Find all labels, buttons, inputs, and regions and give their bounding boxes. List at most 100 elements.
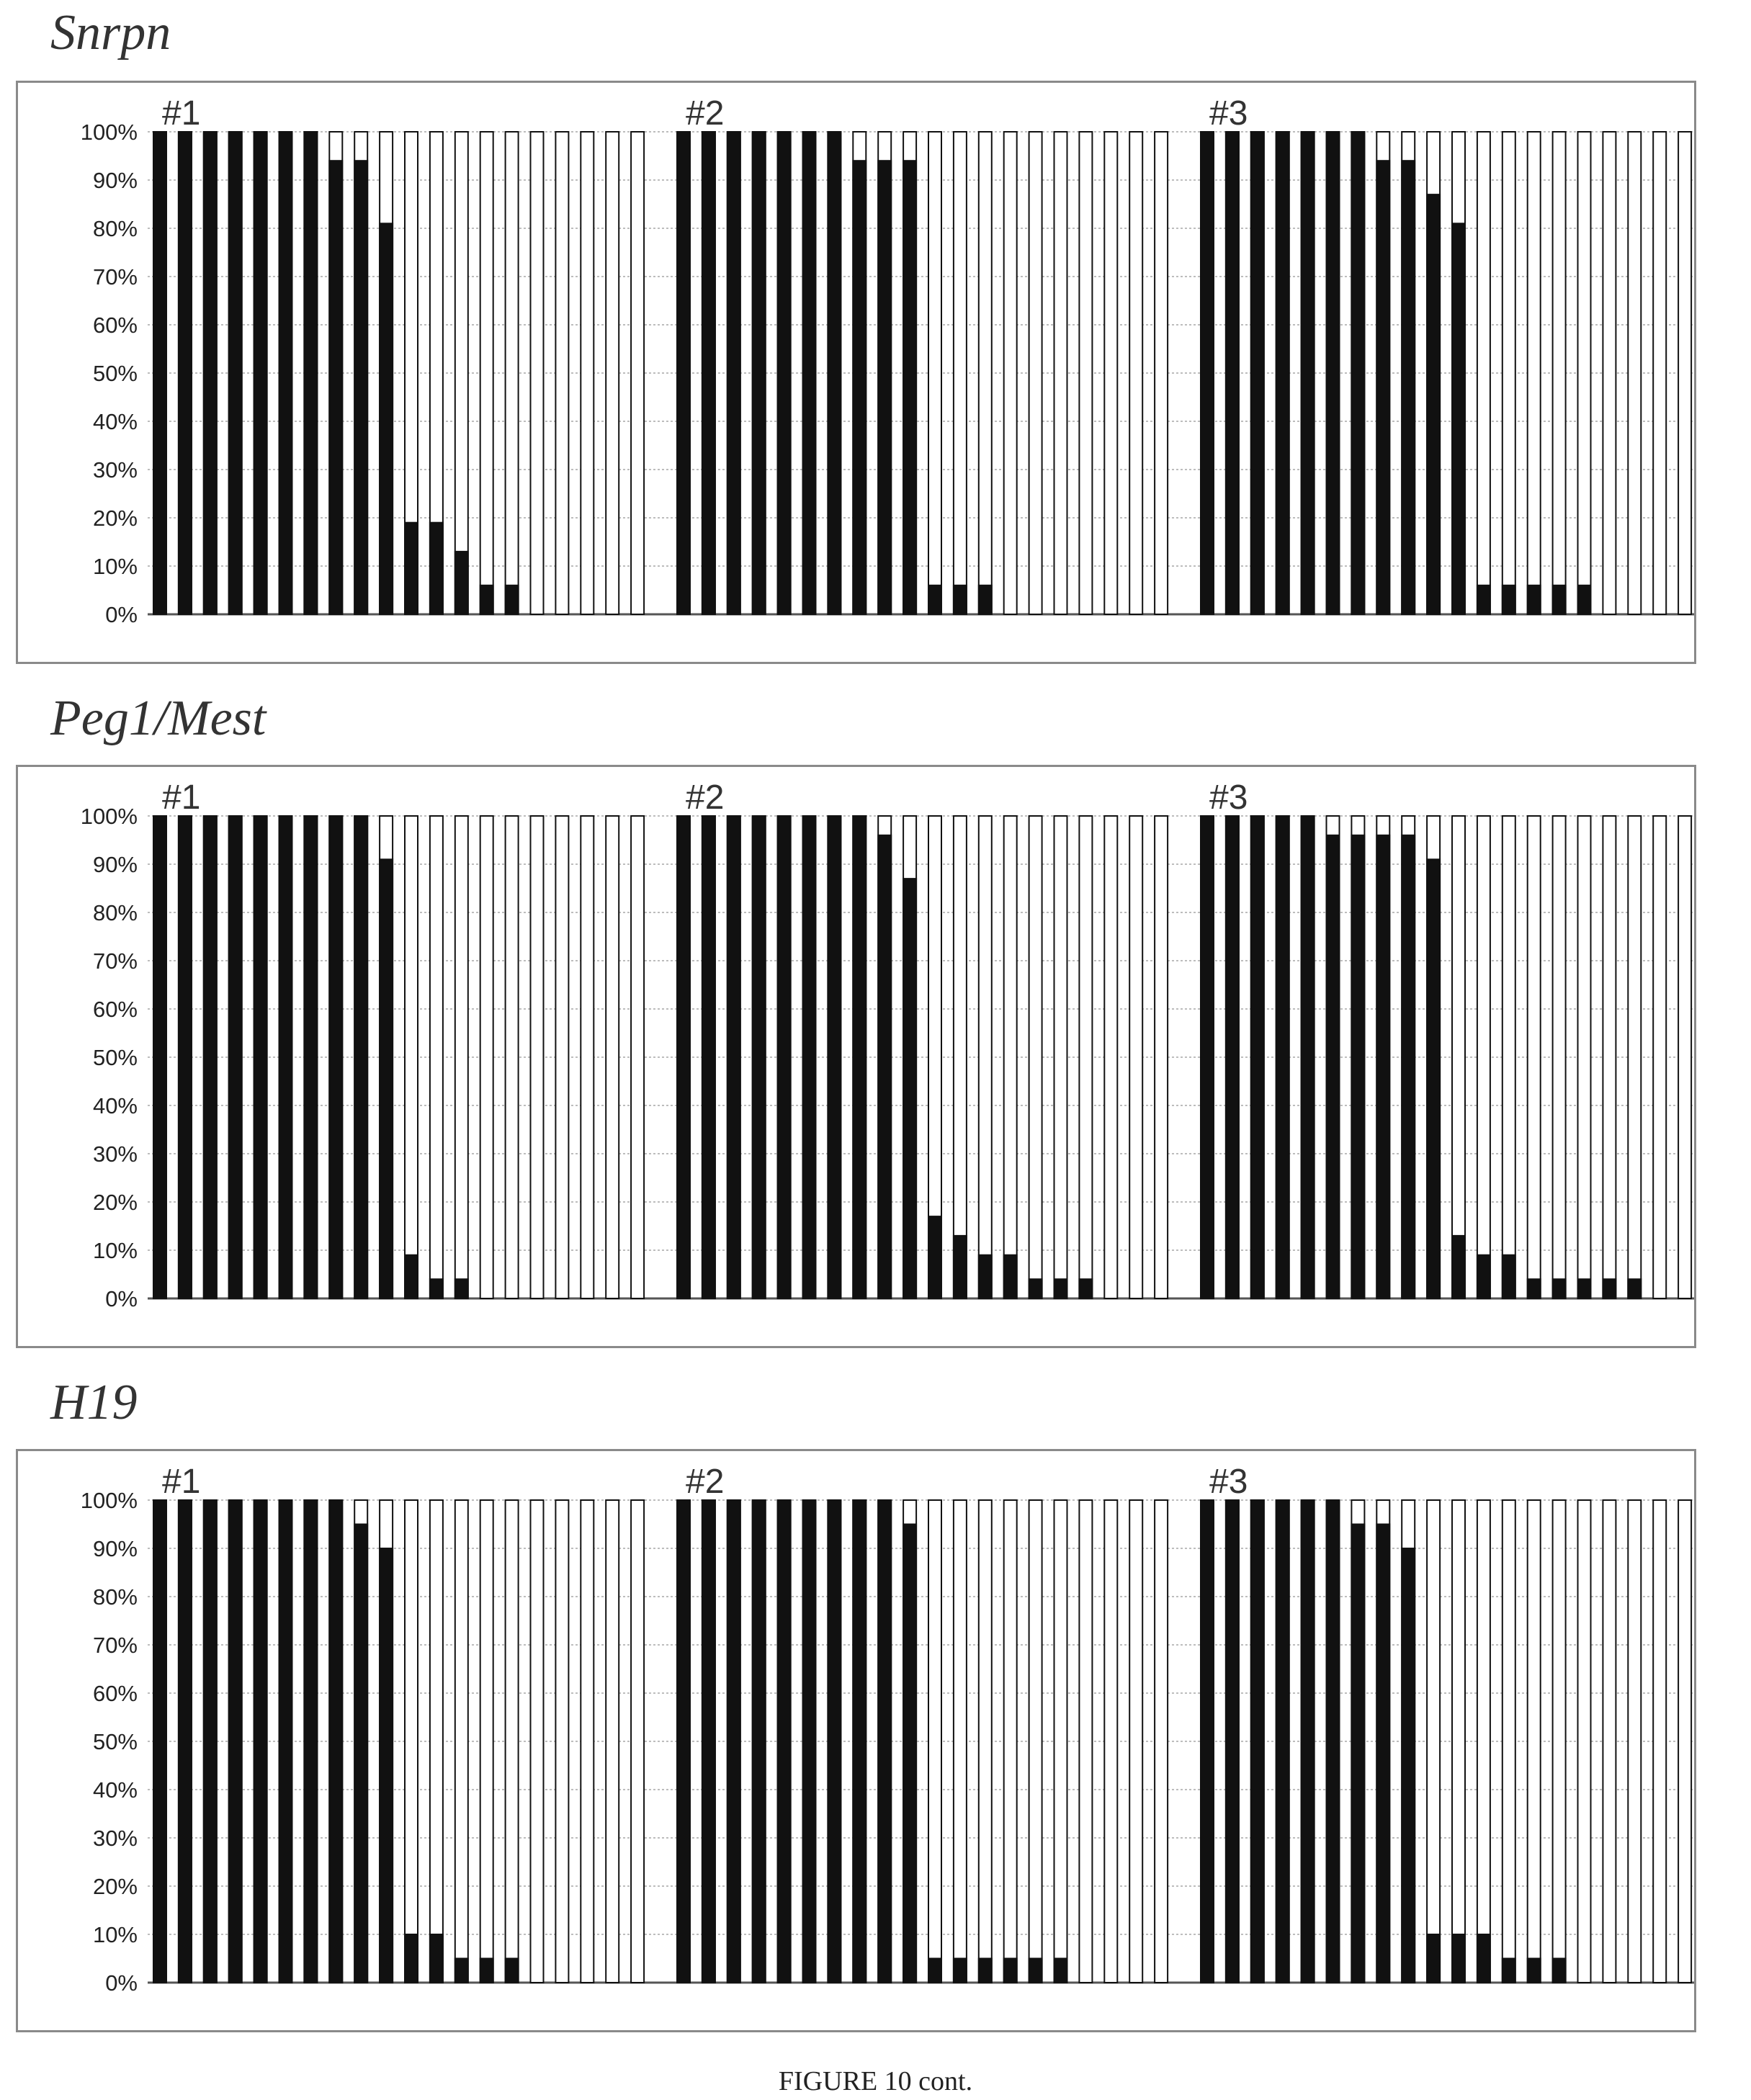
bar-unmethylated	[977, 131, 993, 615]
bar-methylated	[354, 1523, 369, 1983]
bar-methylated	[278, 815, 293, 1299]
bar-methylated	[328, 160, 344, 615]
bar-methylated	[701, 131, 716, 615]
bar-unmethylated	[479, 131, 494, 615]
y-tick-label: 50%	[93, 1729, 138, 1754]
bar-unmethylated	[1678, 1499, 1693, 1983]
bar-unmethylated	[1154, 815, 1169, 1299]
bar-unmethylated	[605, 131, 620, 615]
y-tick-label: 20%	[93, 1874, 138, 1899]
bar-methylated	[1275, 131, 1290, 615]
bar-unmethylated	[504, 815, 519, 1299]
y-tick-label: 60%	[93, 997, 138, 1022]
group-label: #3	[1209, 778, 1248, 817]
bar-unmethylated	[977, 815, 993, 1299]
y-tick-label: 20%	[93, 1190, 138, 1215]
bar-unmethylated	[1577, 1499, 1592, 1983]
y-tick-label: 30%	[93, 1826, 138, 1851]
bar-methylated	[1451, 1234, 1466, 1300]
bar-unmethylated	[630, 815, 645, 1299]
bar-unmethylated	[555, 131, 570, 615]
bar-methylated	[177, 1499, 192, 1983]
y-tick-label: 60%	[93, 313, 138, 338]
bar-methylated	[303, 815, 318, 1299]
y-tick-label: 40%	[93, 409, 138, 434]
bar-methylated	[701, 1499, 716, 1983]
bar-methylated	[1351, 834, 1366, 1300]
bar-unmethylated	[504, 1499, 519, 1983]
bar-methylated	[328, 1499, 344, 1983]
bar-methylated	[726, 1499, 741, 1983]
y-tick-label: 70%	[93, 264, 138, 290]
bar-methylated	[1451, 223, 1466, 616]
bar-methylated	[903, 878, 918, 1300]
bar-chart-peg1-mest: 0% 10% 20% 30% 40% 50% 60% 70% 80% 90% 100% #1 #2 #3	[81, 778, 1694, 1311]
bar-methylated	[1200, 131, 1214, 615]
bar-methylated	[379, 223, 394, 616]
bar-unmethylated	[454, 1499, 469, 1983]
panel-title-h19: H19	[50, 1375, 138, 1430]
group-label: #2	[686, 778, 724, 817]
bar-unmethylated	[1577, 815, 1592, 1299]
bar-unmethylated	[1053, 131, 1068, 615]
y-tick-label: 70%	[93, 1633, 138, 1658]
bar-methylated	[379, 858, 394, 1300]
y-tick-label: 80%	[93, 900, 138, 925]
group-label: #3	[1209, 94, 1248, 133]
bar-methylated	[802, 815, 817, 1299]
y-tick-label: 20%	[93, 506, 138, 531]
bar-unmethylated	[454, 815, 469, 1299]
y-tick-label: 90%	[93, 168, 138, 193]
bar-unmethylated	[1003, 131, 1018, 615]
bar-unmethylated	[1526, 1499, 1541, 1983]
bar-unmethylated	[1551, 1499, 1567, 1983]
bar-methylated	[228, 1499, 243, 1983]
bar-methylated	[827, 131, 842, 615]
y-tick-label: 10%	[93, 554, 138, 579]
bar-chart-snrpn: 0% 10% 20% 30% 40% 50% 60% 70% 80% 90% 100% #1 #2 #3	[81, 94, 1694, 627]
panel-title-snrpn: Snrpn	[50, 5, 171, 60]
bar-methylated	[676, 131, 691, 615]
bar-methylated	[404, 1254, 418, 1300]
bar-methylated	[977, 1254, 993, 1300]
bar-methylated	[1250, 1499, 1265, 1983]
bar-methylated	[454, 1278, 469, 1300]
bar-methylated	[877, 834, 892, 1300]
bar-methylated	[404, 1934, 418, 1983]
y-tick-label: 0%	[105, 602, 138, 627]
bar-unmethylated	[928, 131, 942, 615]
y-tick-label: 80%	[93, 1584, 138, 1610]
bar-methylated	[1250, 815, 1265, 1299]
bar-methylated	[1200, 1499, 1214, 1983]
bar-unmethylated	[1451, 1499, 1466, 1983]
bar-methylated	[504, 584, 519, 615]
bar-methylated	[1501, 584, 1516, 615]
bar-unmethylated	[1602, 131, 1617, 615]
bar-unmethylated	[529, 815, 545, 1299]
bar-methylated	[877, 1499, 892, 1983]
bar-unmethylated	[555, 815, 570, 1299]
panel-title-peg1-mest: Peg1/Mest	[50, 691, 267, 746]
y-tick-label: 100%	[81, 120, 138, 145]
bar-unmethylated	[1154, 131, 1169, 615]
y-tick-label: 0%	[105, 1970, 138, 1996]
bar-unmethylated	[1053, 1499, 1068, 1983]
bar-methylated	[1003, 1254, 1018, 1300]
group-label: #2	[686, 94, 724, 133]
bar-methylated	[303, 1499, 318, 1983]
bar-unmethylated	[1053, 815, 1068, 1299]
bar-unmethylated	[1028, 815, 1043, 1299]
figure-caption: FIGURE 10 cont.	[778, 2066, 973, 2096]
bar-unmethylated	[1602, 815, 1617, 1299]
bar-unmethylated	[1501, 131, 1516, 615]
bar-unmethylated	[605, 1499, 620, 1983]
chart-panel-h19: 0% 10% 20% 30% 40% 50% 60% 70% 80% 90% 100% #1 #2 #3	[16, 1449, 1696, 2032]
bar-methylated	[1401, 834, 1416, 1300]
group-label: #1	[162, 778, 200, 817]
bar-methylated	[202, 131, 218, 615]
bar-methylated	[827, 1499, 842, 1983]
bar-unmethylated	[977, 1499, 993, 1983]
bar-methylated	[1401, 160, 1416, 615]
bar-methylated	[1376, 1523, 1391, 1983]
bar-methylated	[1426, 194, 1441, 616]
